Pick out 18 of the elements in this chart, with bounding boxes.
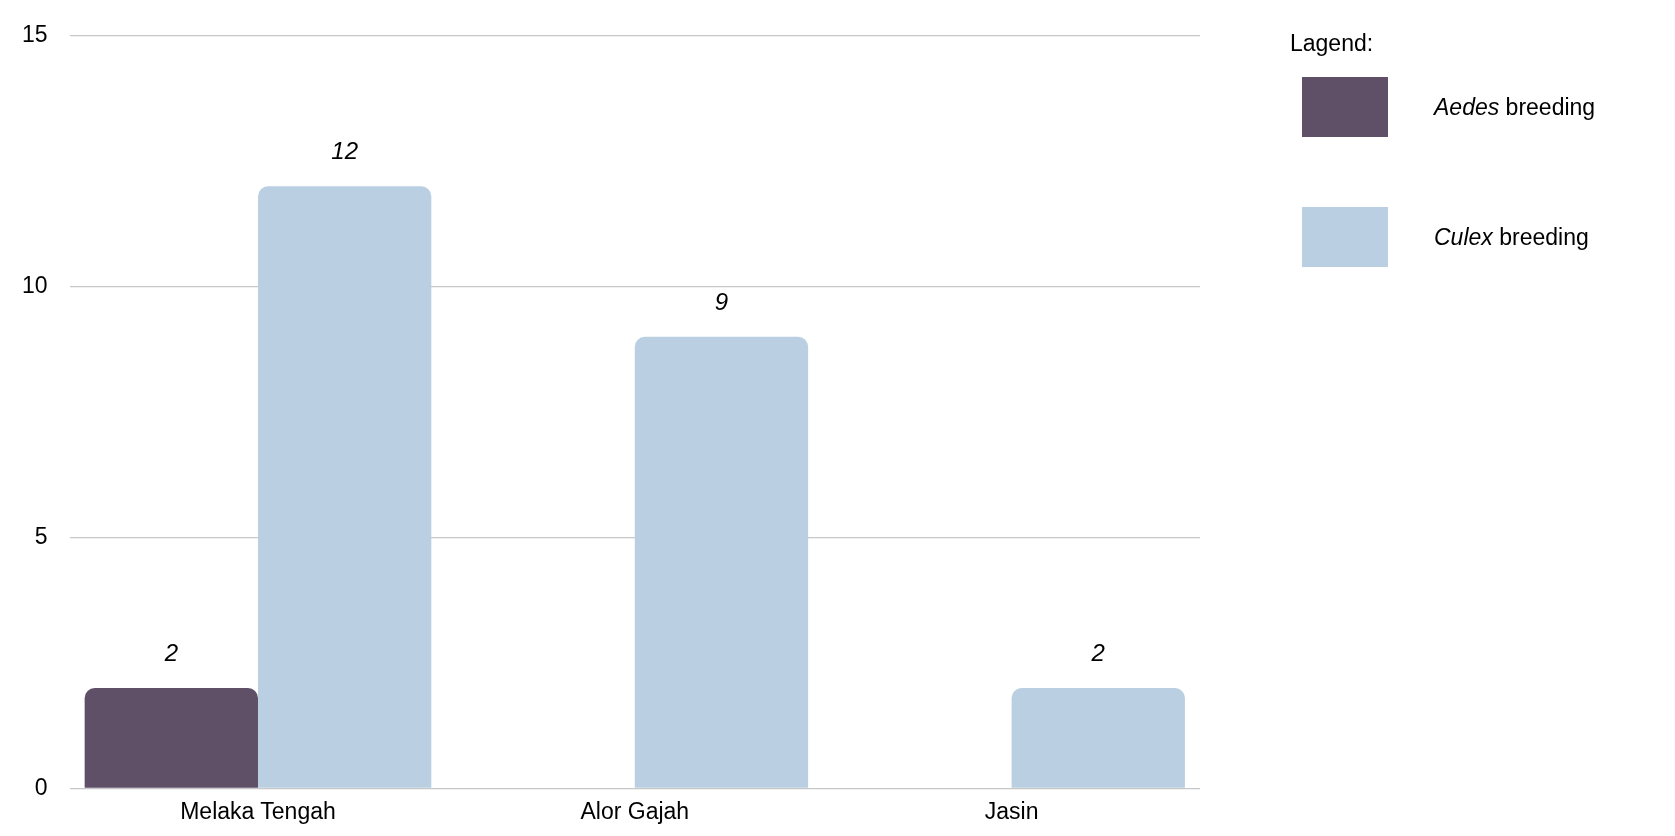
- y-tick-label: 5: [34, 522, 48, 549]
- y-tick-label: 15: [21, 21, 48, 48]
- legend-title: Lagend:: [1290, 30, 1375, 57]
- data-label: 9: [714, 287, 729, 315]
- bar: [634, 336, 809, 788]
- text: Culex breeding: [1434, 223, 1589, 251]
- text: Aedes breeding: [1434, 93, 1596, 121]
- data-label: 2: [163, 638, 178, 666]
- y-tick-label: 10: [21, 272, 48, 299]
- bar: [1011, 688, 1185, 788]
- bar: [84, 688, 258, 788]
- data-label: 2: [1090, 638, 1105, 666]
- x-tick-label: Jasin: [984, 797, 1039, 824]
- data-label: 12: [331, 136, 358, 164]
- x-tick-label: Melaka Tengah: [180, 797, 336, 824]
- x-tick-label: Alor Gajah: [580, 797, 690, 824]
- bar: [257, 186, 432, 788]
- y-tick-label: 0: [34, 773, 48, 800]
